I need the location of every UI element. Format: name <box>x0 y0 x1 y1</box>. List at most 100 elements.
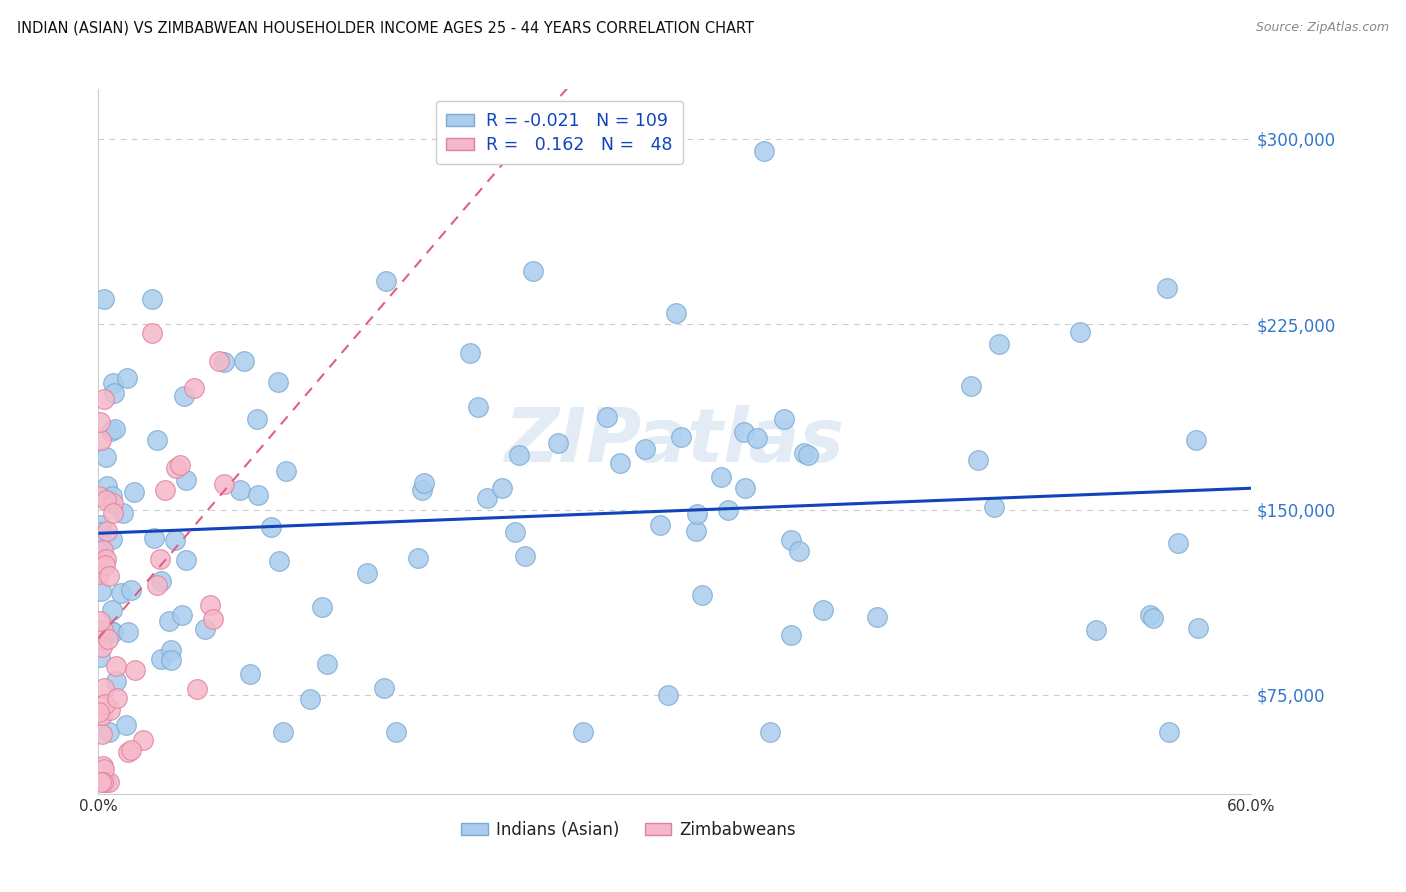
Point <box>117 745 139 759</box>
Point <box>773 411 796 425</box>
Point <box>98 703 121 717</box>
Point <box>406 550 429 565</box>
Point <box>94 697 117 711</box>
Point <box>311 599 333 614</box>
Point <box>789 544 811 558</box>
Point <box>104 659 127 673</box>
Point <box>513 549 536 563</box>
Point <box>246 412 269 426</box>
Point <box>100 490 122 504</box>
Point <box>710 470 733 484</box>
Point <box>745 431 768 445</box>
Point <box>160 653 183 667</box>
Point <box>1084 623 1107 637</box>
Point <box>734 481 756 495</box>
Point <box>232 353 254 368</box>
Point <box>141 292 163 306</box>
Point <box>200 598 222 612</box>
Point <box>90 583 112 598</box>
Point <box>89 650 111 665</box>
Point <box>93 762 115 776</box>
Point <box>247 488 270 502</box>
Point <box>160 643 183 657</box>
Point <box>1069 326 1091 340</box>
Point <box>299 692 322 706</box>
Point <box>373 681 395 696</box>
Point <box>269 554 291 568</box>
Point <box>634 442 657 457</box>
Point <box>411 483 433 497</box>
Point <box>101 376 124 390</box>
Point <box>276 463 298 477</box>
Point <box>89 559 111 574</box>
Point <box>780 533 803 548</box>
Point <box>110 586 132 600</box>
Point <box>103 625 125 640</box>
Point <box>316 657 339 671</box>
Point <box>90 774 112 789</box>
Point <box>811 603 834 617</box>
Point <box>267 375 290 389</box>
Point <box>169 458 191 472</box>
Point <box>120 583 142 598</box>
Point <box>165 461 187 475</box>
Point <box>477 491 499 506</box>
Point <box>228 483 250 498</box>
Point <box>98 725 121 739</box>
Point <box>100 532 122 546</box>
Point <box>609 456 631 470</box>
Point <box>115 718 138 732</box>
Point <box>98 774 121 789</box>
Point <box>988 337 1011 351</box>
Point <box>94 450 117 465</box>
Point <box>657 688 679 702</box>
Point <box>1167 536 1189 550</box>
Point <box>146 578 169 592</box>
Point <box>89 705 111 719</box>
Point <box>665 306 688 320</box>
Point <box>146 433 169 447</box>
Point <box>91 727 114 741</box>
Point <box>104 422 127 436</box>
Point <box>94 774 117 789</box>
Point <box>752 144 775 158</box>
Point <box>150 574 173 588</box>
Point <box>1184 433 1206 447</box>
Point <box>686 507 709 521</box>
Point <box>97 569 120 583</box>
Point <box>547 436 569 450</box>
Point <box>1139 608 1161 623</box>
Legend: Indians (Asian), Zimbabweans: Indians (Asian), Zimbabweans <box>454 814 803 846</box>
Point <box>96 524 118 539</box>
Point <box>89 415 111 429</box>
Point <box>89 489 111 503</box>
Point <box>271 725 294 739</box>
Point <box>124 664 146 678</box>
Point <box>101 496 124 510</box>
Point <box>93 392 115 407</box>
Point <box>91 623 114 637</box>
Point <box>96 551 118 566</box>
Point <box>117 625 139 640</box>
Point <box>174 553 197 567</box>
Point <box>183 381 205 395</box>
Point <box>100 624 122 638</box>
Point <box>385 725 408 739</box>
Point <box>149 551 172 566</box>
Point <box>572 725 595 739</box>
Point <box>690 588 713 602</box>
Point <box>966 453 988 467</box>
Point <box>157 614 180 628</box>
Point <box>793 446 815 460</box>
Point <box>153 483 176 497</box>
Point <box>650 518 672 533</box>
Point <box>596 410 619 425</box>
Point <box>1187 621 1209 635</box>
Point <box>132 733 155 747</box>
Point <box>142 531 165 545</box>
Point <box>120 742 142 756</box>
Point <box>115 370 138 384</box>
Point <box>100 424 122 438</box>
Point <box>100 603 122 617</box>
Point <box>779 628 801 642</box>
